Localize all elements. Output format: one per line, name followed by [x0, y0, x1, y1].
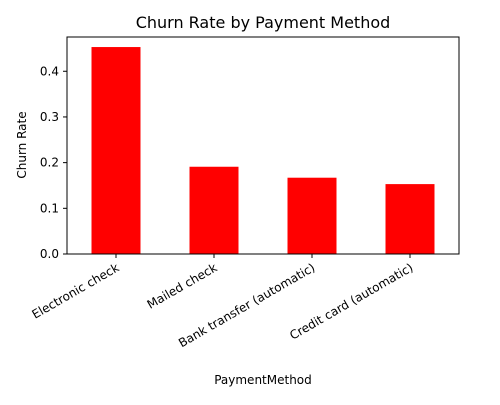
y-tick-label: 0.3 [40, 110, 59, 124]
bar-bank-transfer-automatic [287, 177, 337, 254]
y-tick-label: 0.2 [40, 156, 59, 170]
y-axis-label: Churn Rate [15, 111, 29, 178]
y-tick-label: 0.4 [40, 64, 59, 78]
x-axis-label: PaymentMethod [214, 373, 312, 387]
bar-electronic-check [91, 47, 141, 255]
bar-mailed-check [189, 166, 239, 254]
x-tick-label: Electronic check [30, 260, 122, 321]
y-tick-label: 0.1 [40, 201, 59, 215]
bar-credit-card-automatic [385, 184, 435, 254]
y-tick-label: 0.0 [40, 247, 59, 261]
chart-title: Churn Rate by Payment Method [136, 13, 391, 32]
plot-frame [66, 36, 460, 255]
x-tick-label: Mailed check [145, 260, 220, 311]
